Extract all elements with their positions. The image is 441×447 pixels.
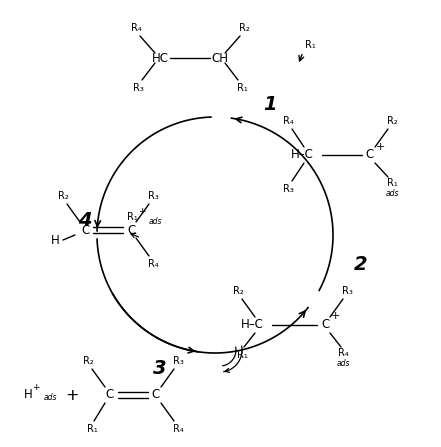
Text: ads: ads: [385, 189, 399, 198]
Text: R₁: R₁: [237, 350, 247, 360]
Text: R₃: R₃: [342, 286, 352, 296]
Text: R₄: R₄: [148, 259, 158, 269]
Text: R₃: R₃: [148, 191, 158, 201]
Text: R₃: R₃: [172, 356, 183, 366]
Text: 1: 1: [263, 96, 277, 114]
Text: R₂: R₂: [58, 191, 68, 201]
Text: R₁: R₁: [86, 424, 97, 434]
Text: R₂: R₂: [387, 116, 397, 126]
Text: R₂: R₂: [239, 23, 249, 33]
Text: 3: 3: [153, 358, 167, 378]
Text: R₁: R₁: [127, 212, 138, 222]
Text: +: +: [138, 207, 146, 215]
Text: R₄: R₄: [338, 348, 348, 358]
Text: +: +: [65, 388, 79, 402]
Text: R₂: R₂: [82, 356, 93, 366]
Text: R₄: R₄: [131, 23, 142, 33]
Text: R₃: R₃: [283, 184, 293, 194]
Text: R₁: R₁: [305, 40, 315, 50]
Text: H–C: H–C: [240, 319, 263, 332]
Text: R₄: R₄: [172, 424, 183, 434]
Text: ads: ads: [148, 216, 162, 225]
Text: R₂: R₂: [232, 286, 243, 296]
Text: R₁: R₁: [237, 83, 247, 93]
Text: H–C: H–C: [291, 148, 314, 161]
Text: 2: 2: [354, 256, 368, 274]
Text: CH: CH: [212, 51, 228, 64]
Text: 4: 4: [78, 211, 92, 229]
Text: +: +: [32, 383, 40, 392]
Text: R₃: R₃: [133, 83, 143, 93]
Text: R₄: R₄: [283, 116, 293, 126]
Text: C: C: [106, 388, 114, 401]
Text: HC: HC: [152, 51, 168, 64]
Text: +: +: [375, 142, 385, 152]
Text: ads: ads: [336, 358, 350, 367]
Text: C: C: [127, 224, 135, 236]
Text: +: +: [330, 311, 340, 321]
Text: C: C: [321, 319, 329, 332]
Text: C: C: [152, 388, 160, 401]
Text: C: C: [81, 224, 89, 236]
Text: H: H: [24, 388, 32, 401]
Text: H: H: [51, 233, 60, 246]
Text: R₁: R₁: [387, 178, 397, 188]
Text: ads: ads: [43, 392, 57, 401]
Text: C: C: [366, 148, 374, 161]
